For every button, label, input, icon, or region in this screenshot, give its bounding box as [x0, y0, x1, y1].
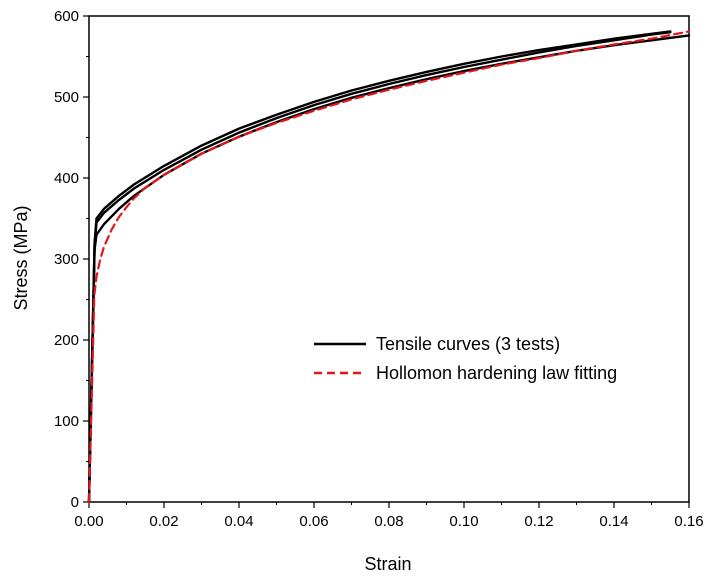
tensile-test-line-2 [87, 31, 672, 504]
y-tick-label: 400 [54, 170, 79, 187]
y-tick-label: 500 [54, 89, 79, 106]
y-tick-label: 600 [54, 8, 79, 25]
x-tick-label: 0.02 [149, 513, 178, 530]
y-tick-label: 100 [54, 413, 79, 430]
x-tick-label: 0.00 [74, 513, 103, 530]
x-axis-title: Strain [364, 554, 411, 574]
legend-label-hollomon: Hollomon hardening law fitting [376, 363, 617, 383]
x-axis-ticks: 0.00 0.02 0.04 0.06 0.08 0.10 0.12 0.14 0.16 [74, 502, 704, 530]
x-tick-label: 0.04 [224, 513, 253, 530]
hollomon-fit-line [87, 30, 691, 504]
legend-label-tensile: Tensile curves (3 tests) [376, 334, 560, 354]
y-tick-label: 300 [54, 251, 79, 268]
tensile-test-line-3 [87, 34, 691, 504]
x-tick-label: 0.12 [524, 513, 553, 530]
y-axis-title: Stress (MPa) [11, 205, 31, 310]
x-tick-label: 0.10 [449, 513, 478, 530]
legend: Tensile curves (3 tests) Hollomon harden… [314, 334, 617, 383]
series-layer [87, 30, 691, 504]
y-tick-label: 0 [71, 494, 79, 511]
x-tick-label: 0.16 [674, 513, 703, 530]
tensile-test-line-1 [87, 30, 672, 504]
x-tick-label: 0.06 [299, 513, 328, 530]
x-tick-label: 0.14 [599, 513, 628, 530]
x-tick-label: 0.08 [374, 513, 403, 530]
y-tick-label: 200 [54, 332, 79, 349]
y-axis-ticks: 0 100 200 300 400 500 600 [54, 8, 89, 511]
